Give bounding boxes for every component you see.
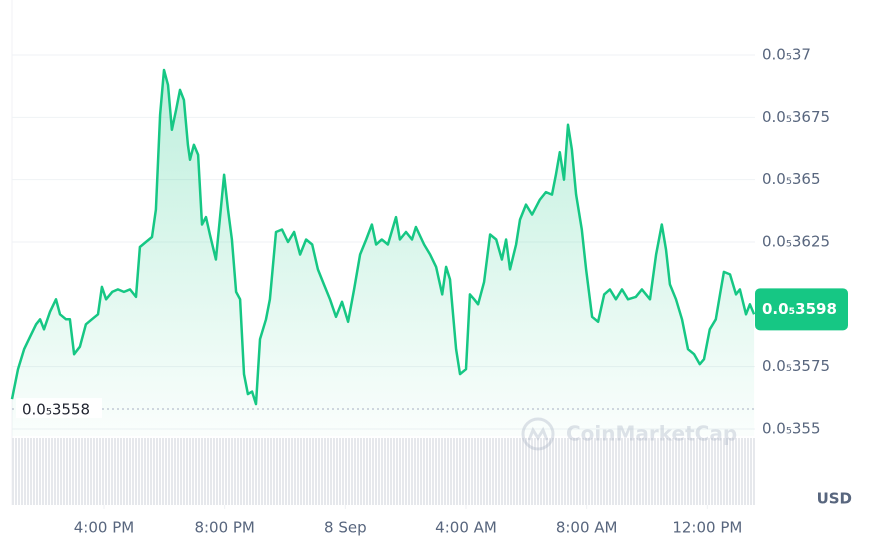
y-tick-label: 0.0₅3625 xyxy=(762,233,830,251)
y-tick-label: 0.0₅3675 xyxy=(762,108,830,126)
x-tick-label: 8:00 AM xyxy=(556,519,618,537)
x-tick-label: 8:00 PM xyxy=(194,519,254,537)
reference-label: 0.0₅3558 xyxy=(22,401,90,419)
current-price-label: 0.0₅3598 xyxy=(762,300,837,318)
price-line xyxy=(10,68,756,406)
y-tick-label: 0.0₅365 xyxy=(762,170,821,188)
y-tick-label: 0.0₅355 xyxy=(762,420,821,438)
x-tick-label: 4:00 PM xyxy=(74,519,134,537)
currency-label: USD xyxy=(817,490,852,508)
volume-band xyxy=(12,438,755,505)
price-area xyxy=(12,70,755,436)
y-tick-label: 0.0₅37 xyxy=(762,46,811,64)
watermark: CoinMarketCap xyxy=(521,417,737,451)
watermark-text: CoinMarketCap xyxy=(566,422,737,446)
x-tick-label: 8 Sep xyxy=(324,519,367,537)
x-tick-label: 4:00 AM xyxy=(435,519,497,537)
reference-label-bg xyxy=(16,398,102,419)
x-tick-label: 12:00 PM xyxy=(672,519,742,537)
y-tick-label: 0.0₅3575 xyxy=(762,357,830,375)
current-price-tag xyxy=(755,288,848,331)
